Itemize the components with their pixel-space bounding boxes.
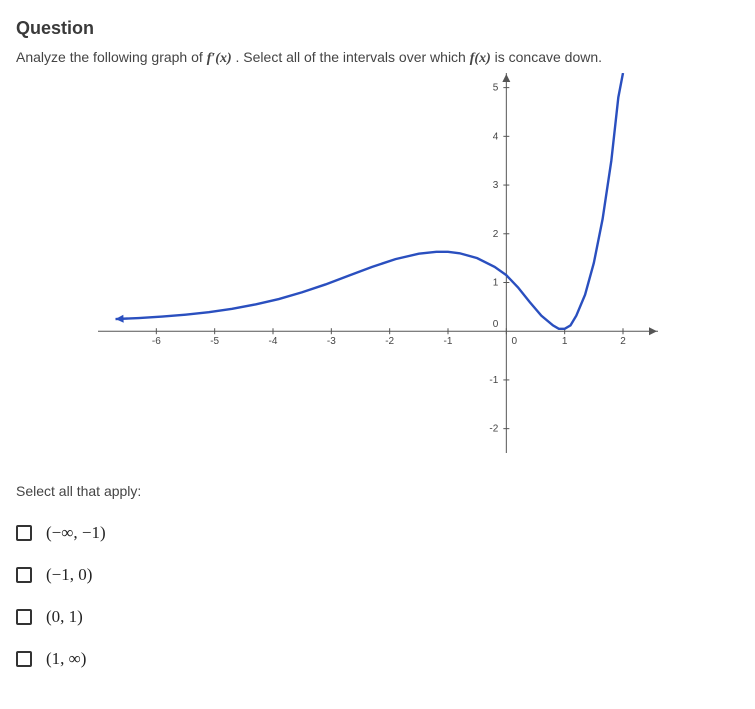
- svg-text:-1: -1: [489, 375, 498, 386]
- svg-text:0: 0: [492, 319, 498, 330]
- prompt-fn-1: f′(x): [207, 51, 232, 66]
- option-row: (0, 1): [16, 607, 739, 627]
- svg-text:-6: -6: [151, 336, 160, 347]
- option-row: (−∞, −1): [16, 523, 739, 543]
- svg-text:-4: -4: [268, 336, 277, 347]
- prompt-fn-2: f(x): [470, 51, 491, 66]
- option-row: (−1, 0): [16, 565, 739, 585]
- svg-text:-1: -1: [443, 336, 452, 347]
- svg-text:4: 4: [492, 131, 498, 142]
- svg-text:5: 5: [492, 83, 498, 94]
- option-row: (1, ∞): [16, 649, 739, 669]
- answer-options: (−∞, −1) (−1, 0) (0, 1) (1, ∞): [16, 523, 739, 669]
- prompt-text-3: is concave down.: [495, 49, 602, 65]
- svg-text:2: 2: [620, 336, 626, 347]
- option-label: (−1, 0): [46, 565, 92, 585]
- select-all-instruction: Select all that apply:: [16, 483, 739, 499]
- svg-text:1: 1: [492, 277, 498, 288]
- option-label: (1, ∞): [46, 649, 86, 669]
- svg-text:1: 1: [561, 336, 567, 347]
- svg-text:3: 3: [492, 180, 498, 191]
- option-label: (−∞, −1): [46, 523, 106, 543]
- fprime-chart: -6 -5 -4 -3 -2 -1 0 1 2 -2 -1 1 2 3 4 5 0: [98, 73, 658, 453]
- svg-text:2: 2: [492, 229, 498, 240]
- svg-text:-3: -3: [326, 336, 335, 347]
- svg-text:0: 0: [511, 336, 517, 347]
- svg-text:-5: -5: [210, 336, 219, 347]
- option-checkbox[interactable]: [16, 567, 32, 583]
- option-checkbox[interactable]: [16, 525, 32, 541]
- chart-container: -6 -5 -4 -3 -2 -1 0 1 2 -2 -1 1 2 3 4 5 0: [16, 73, 739, 453]
- svg-text:-2: -2: [385, 336, 394, 347]
- option-checkbox[interactable]: [16, 609, 32, 625]
- question-prompt: Analyze the following graph of f′(x) . S…: [16, 49, 739, 67]
- prompt-text-1: Analyze the following graph of: [16, 49, 207, 65]
- prompt-text-2: . Select all of the intervals over which: [236, 49, 470, 65]
- svg-text:-2: -2: [489, 424, 498, 435]
- question-heading: Question: [16, 18, 739, 39]
- option-label: (0, 1): [46, 607, 83, 627]
- option-checkbox[interactable]: [16, 651, 32, 667]
